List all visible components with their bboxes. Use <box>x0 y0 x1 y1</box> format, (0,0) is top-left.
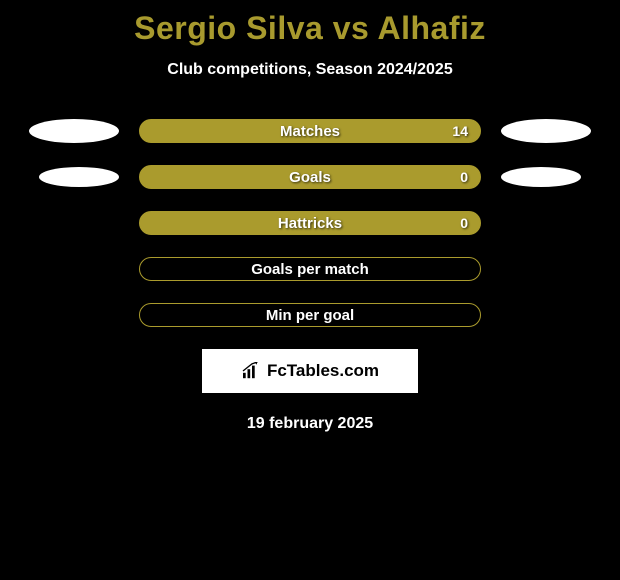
right-marker-ellipse <box>501 167 581 187</box>
stat-bar: Hattricks 0 <box>139 211 481 235</box>
stat-row-matches: Matches 14 <box>0 119 620 143</box>
subtitle: Club competitions, Season 2024/2025 <box>0 61 620 79</box>
stat-row-goals-per-match: Goals per match <box>0 257 620 281</box>
chart-icon <box>241 362 263 380</box>
stat-bar: Matches 14 <box>139 119 481 143</box>
comparison-title: Sergio Silva vs Alhafiz <box>0 0 620 47</box>
stat-bar: Min per goal <box>139 303 481 327</box>
stat-bar: Goals 0 <box>139 165 481 189</box>
logo-text: FcTables.com <box>267 361 379 381</box>
title-connector: vs <box>333 10 370 46</box>
stat-label: Hattricks <box>278 215 342 232</box>
stat-label: Matches <box>280 123 340 140</box>
stat-row-goals: Goals 0 <box>0 165 620 189</box>
stat-rows: Matches 14 Goals 0 Hattricks 0 <box>0 119 620 327</box>
bar-container: Matches 14 <box>139 119 481 143</box>
player1-name: Sergio Silva <box>134 10 323 46</box>
player2-name: Alhafiz <box>377 10 485 46</box>
right-spacer <box>501 211 591 235</box>
right-marker-ellipse <box>501 119 591 143</box>
date-text: 19 february 2025 <box>0 415 620 433</box>
bar-container: Hattricks 0 <box>139 211 481 235</box>
stat-row-min-per-goal: Min per goal <box>0 303 620 327</box>
left-spacer <box>29 257 119 281</box>
bar-container: Min per goal <box>139 303 481 327</box>
left-marker-ellipse <box>39 167 119 187</box>
right-spacer <box>501 303 591 327</box>
stat-label: Goals <box>289 169 331 186</box>
bar-container: Goals 0 <box>139 165 481 189</box>
bar-container: Goals per match <box>139 257 481 281</box>
stat-row-hattricks: Hattricks 0 <box>0 211 620 235</box>
stat-value: 0 <box>460 215 468 231</box>
stat-value: 14 <box>452 123 468 139</box>
left-spacer <box>29 211 119 235</box>
left-marker-ellipse <box>29 119 119 143</box>
logo-box: FcTables.com <box>202 349 418 393</box>
stat-bar: Goals per match <box>139 257 481 281</box>
left-spacer <box>29 303 119 327</box>
right-spacer <box>501 257 591 281</box>
stat-label: Goals per match <box>251 261 369 278</box>
stat-label: Min per goal <box>266 307 354 324</box>
stat-value: 0 <box>460 169 468 185</box>
